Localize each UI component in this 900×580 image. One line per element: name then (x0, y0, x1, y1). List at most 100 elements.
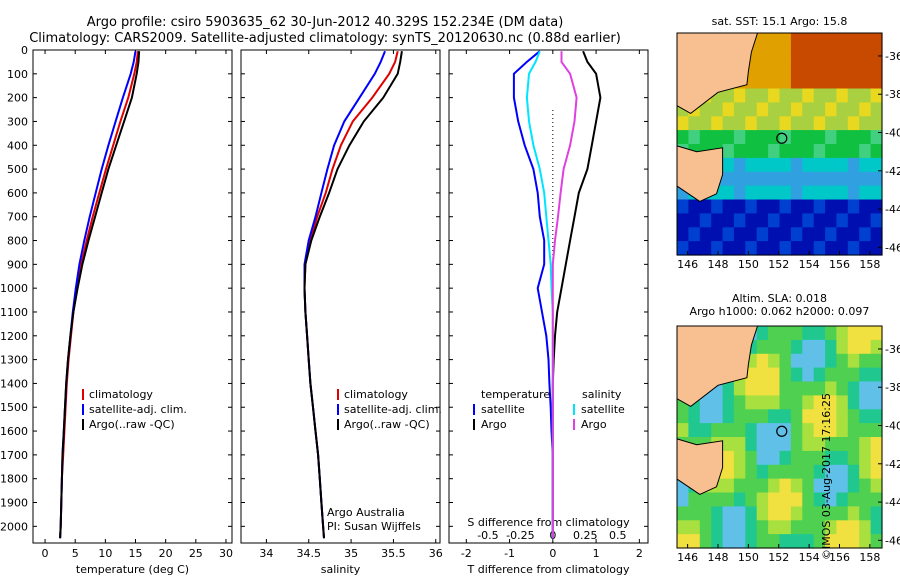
plot-frame-1 (240, 49, 441, 544)
map-cell (677, 199, 689, 214)
map-cell (870, 353, 883, 369)
map-cell (847, 46, 860, 62)
depth-tick-label: 1500 (0, 401, 28, 414)
map-cell (756, 437, 769, 452)
map-cell (790, 157, 803, 173)
map-cell (711, 395, 724, 410)
map-cell (756, 199, 769, 214)
map-cell (802, 74, 815, 90)
map-cell (722, 506, 735, 521)
map-cell (733, 157, 746, 173)
map-lat-label: -44 (885, 203, 900, 216)
map-cell (722, 381, 735, 396)
map-lon-label: 158 (859, 258, 880, 271)
map-cell (711, 199, 724, 214)
map-cell (836, 409, 849, 424)
map-cell (825, 409, 838, 424)
map-cell (756, 60, 769, 76)
map-cell (733, 241, 746, 256)
map-cell (870, 241, 883, 256)
map-cell (768, 381, 781, 396)
map-cell (870, 60, 883, 76)
map-cell (802, 88, 815, 103)
map-cell (859, 339, 872, 355)
map-cell (847, 102, 860, 117)
map-cell (768, 395, 781, 410)
map-cell (870, 506, 883, 521)
legend-label: satellite (481, 403, 525, 416)
map-cell (677, 227, 689, 242)
map-cell (722, 409, 735, 424)
map-cell (859, 353, 872, 369)
map-cell (802, 534, 815, 549)
map-cell (756, 506, 769, 521)
map-frame (676, 32, 883, 256)
map-cell (836, 450, 849, 466)
map-cell (825, 213, 838, 228)
map-lat-label: -38 (885, 381, 900, 394)
map-cell (779, 520, 792, 535)
map-cell (711, 492, 724, 507)
map-cell (802, 367, 815, 383)
map-cell (688, 241, 701, 256)
map-cell (859, 130, 872, 145)
map-cell (825, 381, 838, 396)
map-cell (779, 157, 792, 173)
map-cell (768, 339, 781, 355)
map-cell (825, 423, 838, 438)
map-cell (813, 339, 826, 355)
map-lat-label: -40 (885, 420, 900, 433)
map-cell (745, 116, 758, 131)
map-cell (756, 171, 769, 187)
map-cell (756, 116, 769, 131)
map-cell (802, 60, 815, 76)
map-cell (790, 199, 803, 214)
map-cell (847, 339, 860, 355)
map-cell (813, 33, 826, 48)
map-cell (790, 395, 803, 410)
map-cell (847, 409, 860, 424)
map-cell (699, 130, 712, 145)
map-cell (711, 213, 724, 228)
x-tick-label: -1 (504, 547, 515, 560)
legend-label: satellite-adj. clim. (344, 403, 442, 416)
map-cell (802, 199, 815, 214)
map-cell (768, 33, 781, 48)
legend-label: Argo(..raw -QC) (89, 418, 175, 431)
map-cell (677, 130, 689, 145)
map-cell (768, 199, 781, 214)
map-cell (768, 409, 781, 424)
map-cell (779, 102, 792, 117)
map-cell (699, 534, 712, 549)
map-cell (836, 171, 849, 187)
map-cell (870, 534, 883, 549)
map-cell (836, 130, 849, 145)
map-cell (813, 520, 826, 535)
map-cell (859, 144, 872, 159)
map-cell (836, 144, 849, 159)
map-cell (733, 395, 746, 410)
map-cell (813, 227, 826, 242)
map-cell (836, 395, 849, 410)
map-cell (779, 326, 792, 341)
map-cell (756, 185, 769, 201)
map-cell (699, 116, 712, 131)
map-cell (768, 60, 781, 76)
map-cell (825, 102, 838, 117)
map-cell (722, 534, 735, 549)
map-cell (825, 395, 838, 410)
map-cell (756, 492, 769, 507)
x-tick-label: 30 (219, 547, 233, 560)
map-cell (870, 130, 883, 145)
map-cell (768, 492, 781, 507)
map-cell (813, 534, 826, 549)
map-cell (870, 185, 883, 201)
map-cell (790, 450, 803, 466)
x-tick-label: 1 (593, 547, 600, 560)
map-cell (836, 353, 849, 369)
map-cell (733, 199, 746, 214)
map-cell (813, 157, 826, 173)
map-cell (836, 506, 849, 521)
map-lon-label: 150 (738, 258, 759, 271)
map-cell (688, 492, 701, 507)
